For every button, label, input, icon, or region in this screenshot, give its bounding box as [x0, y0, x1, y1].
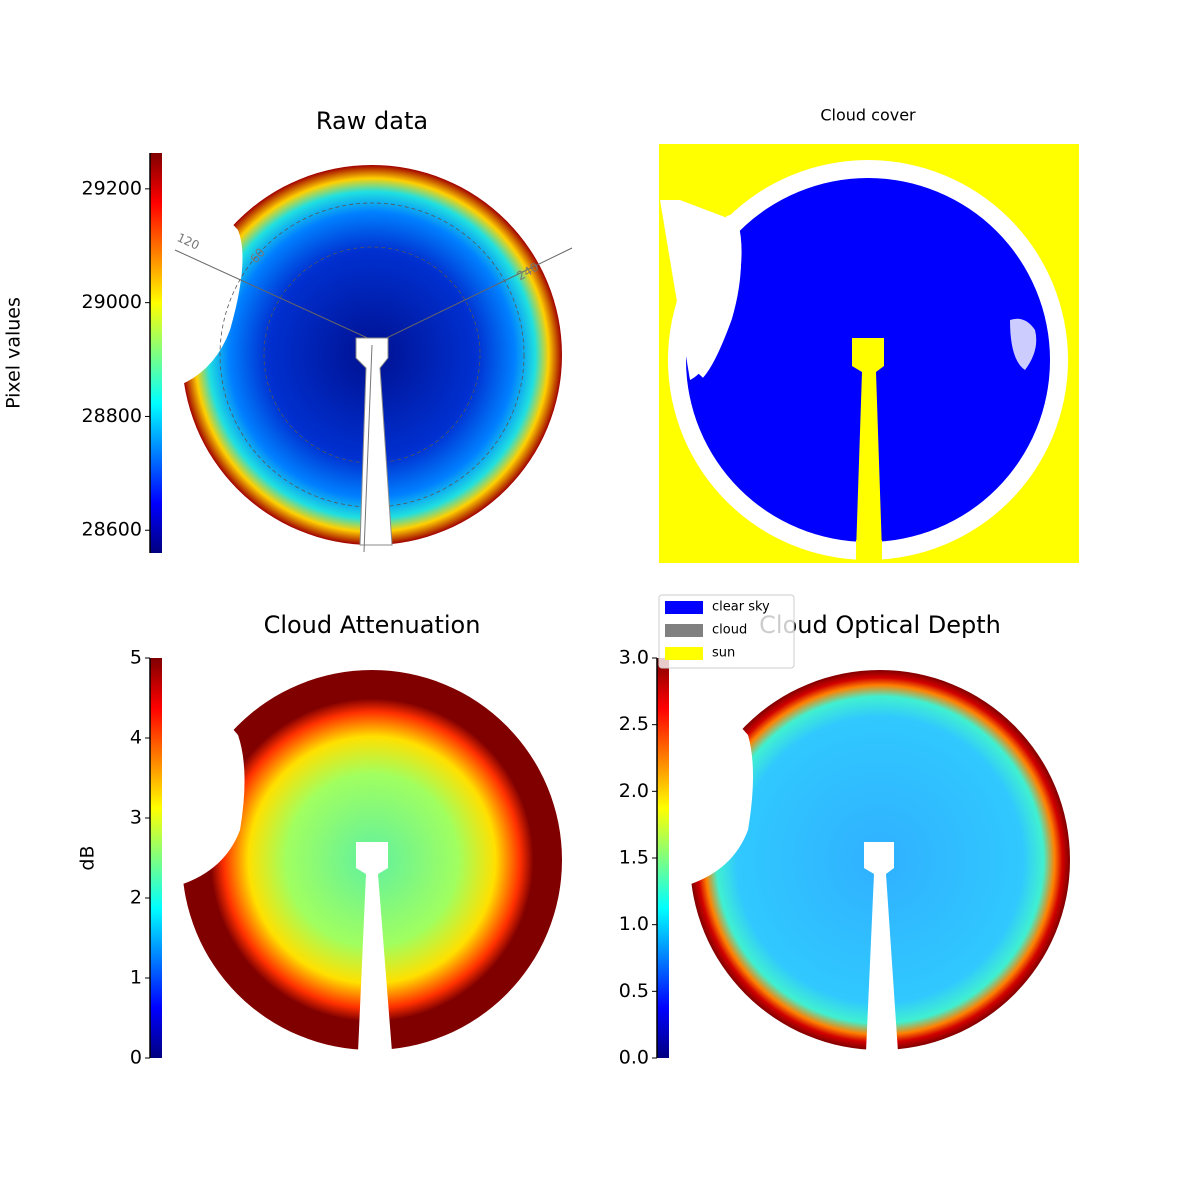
- tick-label: 1: [130, 967, 142, 989]
- tick-label: 2.0: [619, 780, 649, 802]
- tick-label: 28800: [82, 405, 142, 427]
- tick-label: 29000: [82, 291, 142, 313]
- panel-title: Cloud Optical Depth: [759, 611, 1001, 639]
- tick-label: 0.5: [619, 980, 649, 1002]
- tick-label: 29200: [82, 177, 142, 199]
- colorbar: [150, 658, 162, 1058]
- cloud-cover-image: [659, 144, 1079, 563]
- colorbar: [657, 658, 669, 1058]
- tick-label: 3.0: [619, 647, 649, 669]
- panel-title: Cloud cover: [820, 106, 916, 125]
- tick-label: 2.5: [619, 713, 649, 735]
- legend: clear sky cloud sun: [658, 594, 795, 669]
- tick-label: 1.0: [619, 913, 649, 935]
- colorbar-label: Pixel values: [3, 297, 25, 409]
- panel-title: Raw data: [316, 107, 428, 135]
- legend-label: clear sky: [712, 600, 770, 615]
- panel-title: Cloud Attenuation: [264, 611, 481, 639]
- tick-label: 28600: [82, 519, 142, 541]
- legend-swatch: [665, 624, 703, 637]
- legend-swatch: [665, 647, 703, 660]
- tick-label: 0: [130, 1047, 142, 1069]
- colorbar: [150, 153, 162, 553]
- optical-depth-image: [678, 670, 1070, 1052]
- legend-label: sun: [712, 646, 735, 661]
- legend-label: cloud: [712, 623, 747, 638]
- legend-swatch: [665, 601, 703, 614]
- attenuation-image: [170, 670, 562, 1052]
- tick-label: 5: [130, 647, 142, 669]
- colorbar-label: dB: [77, 845, 99, 870]
- tick-label: 2: [130, 887, 142, 909]
- tick-label: 3: [130, 807, 142, 829]
- raw-image: [170, 165, 573, 553]
- tick-label: 4: [130, 727, 142, 749]
- tick-label: 1.5: [619, 847, 649, 869]
- tick-label: 0.0: [619, 1047, 649, 1069]
